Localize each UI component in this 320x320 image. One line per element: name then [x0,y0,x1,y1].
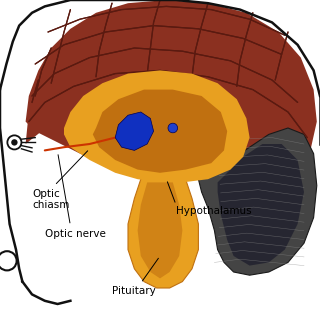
Circle shape [168,123,178,133]
Polygon shape [115,112,154,150]
Text: Pituitary: Pituitary [112,286,156,296]
Circle shape [0,251,17,270]
Circle shape [11,139,18,146]
Polygon shape [128,173,198,288]
Text: Optic nerve: Optic nerve [45,229,106,239]
Polygon shape [26,0,317,192]
Polygon shape [26,10,291,186]
Text: Hypothalamus: Hypothalamus [176,206,252,216]
Circle shape [7,135,21,149]
Polygon shape [198,128,317,275]
Polygon shape [218,144,304,266]
Polygon shape [93,90,227,173]
Polygon shape [138,182,182,278]
Text: Optic
chiasm: Optic chiasm [32,189,69,211]
Polygon shape [64,70,250,182]
